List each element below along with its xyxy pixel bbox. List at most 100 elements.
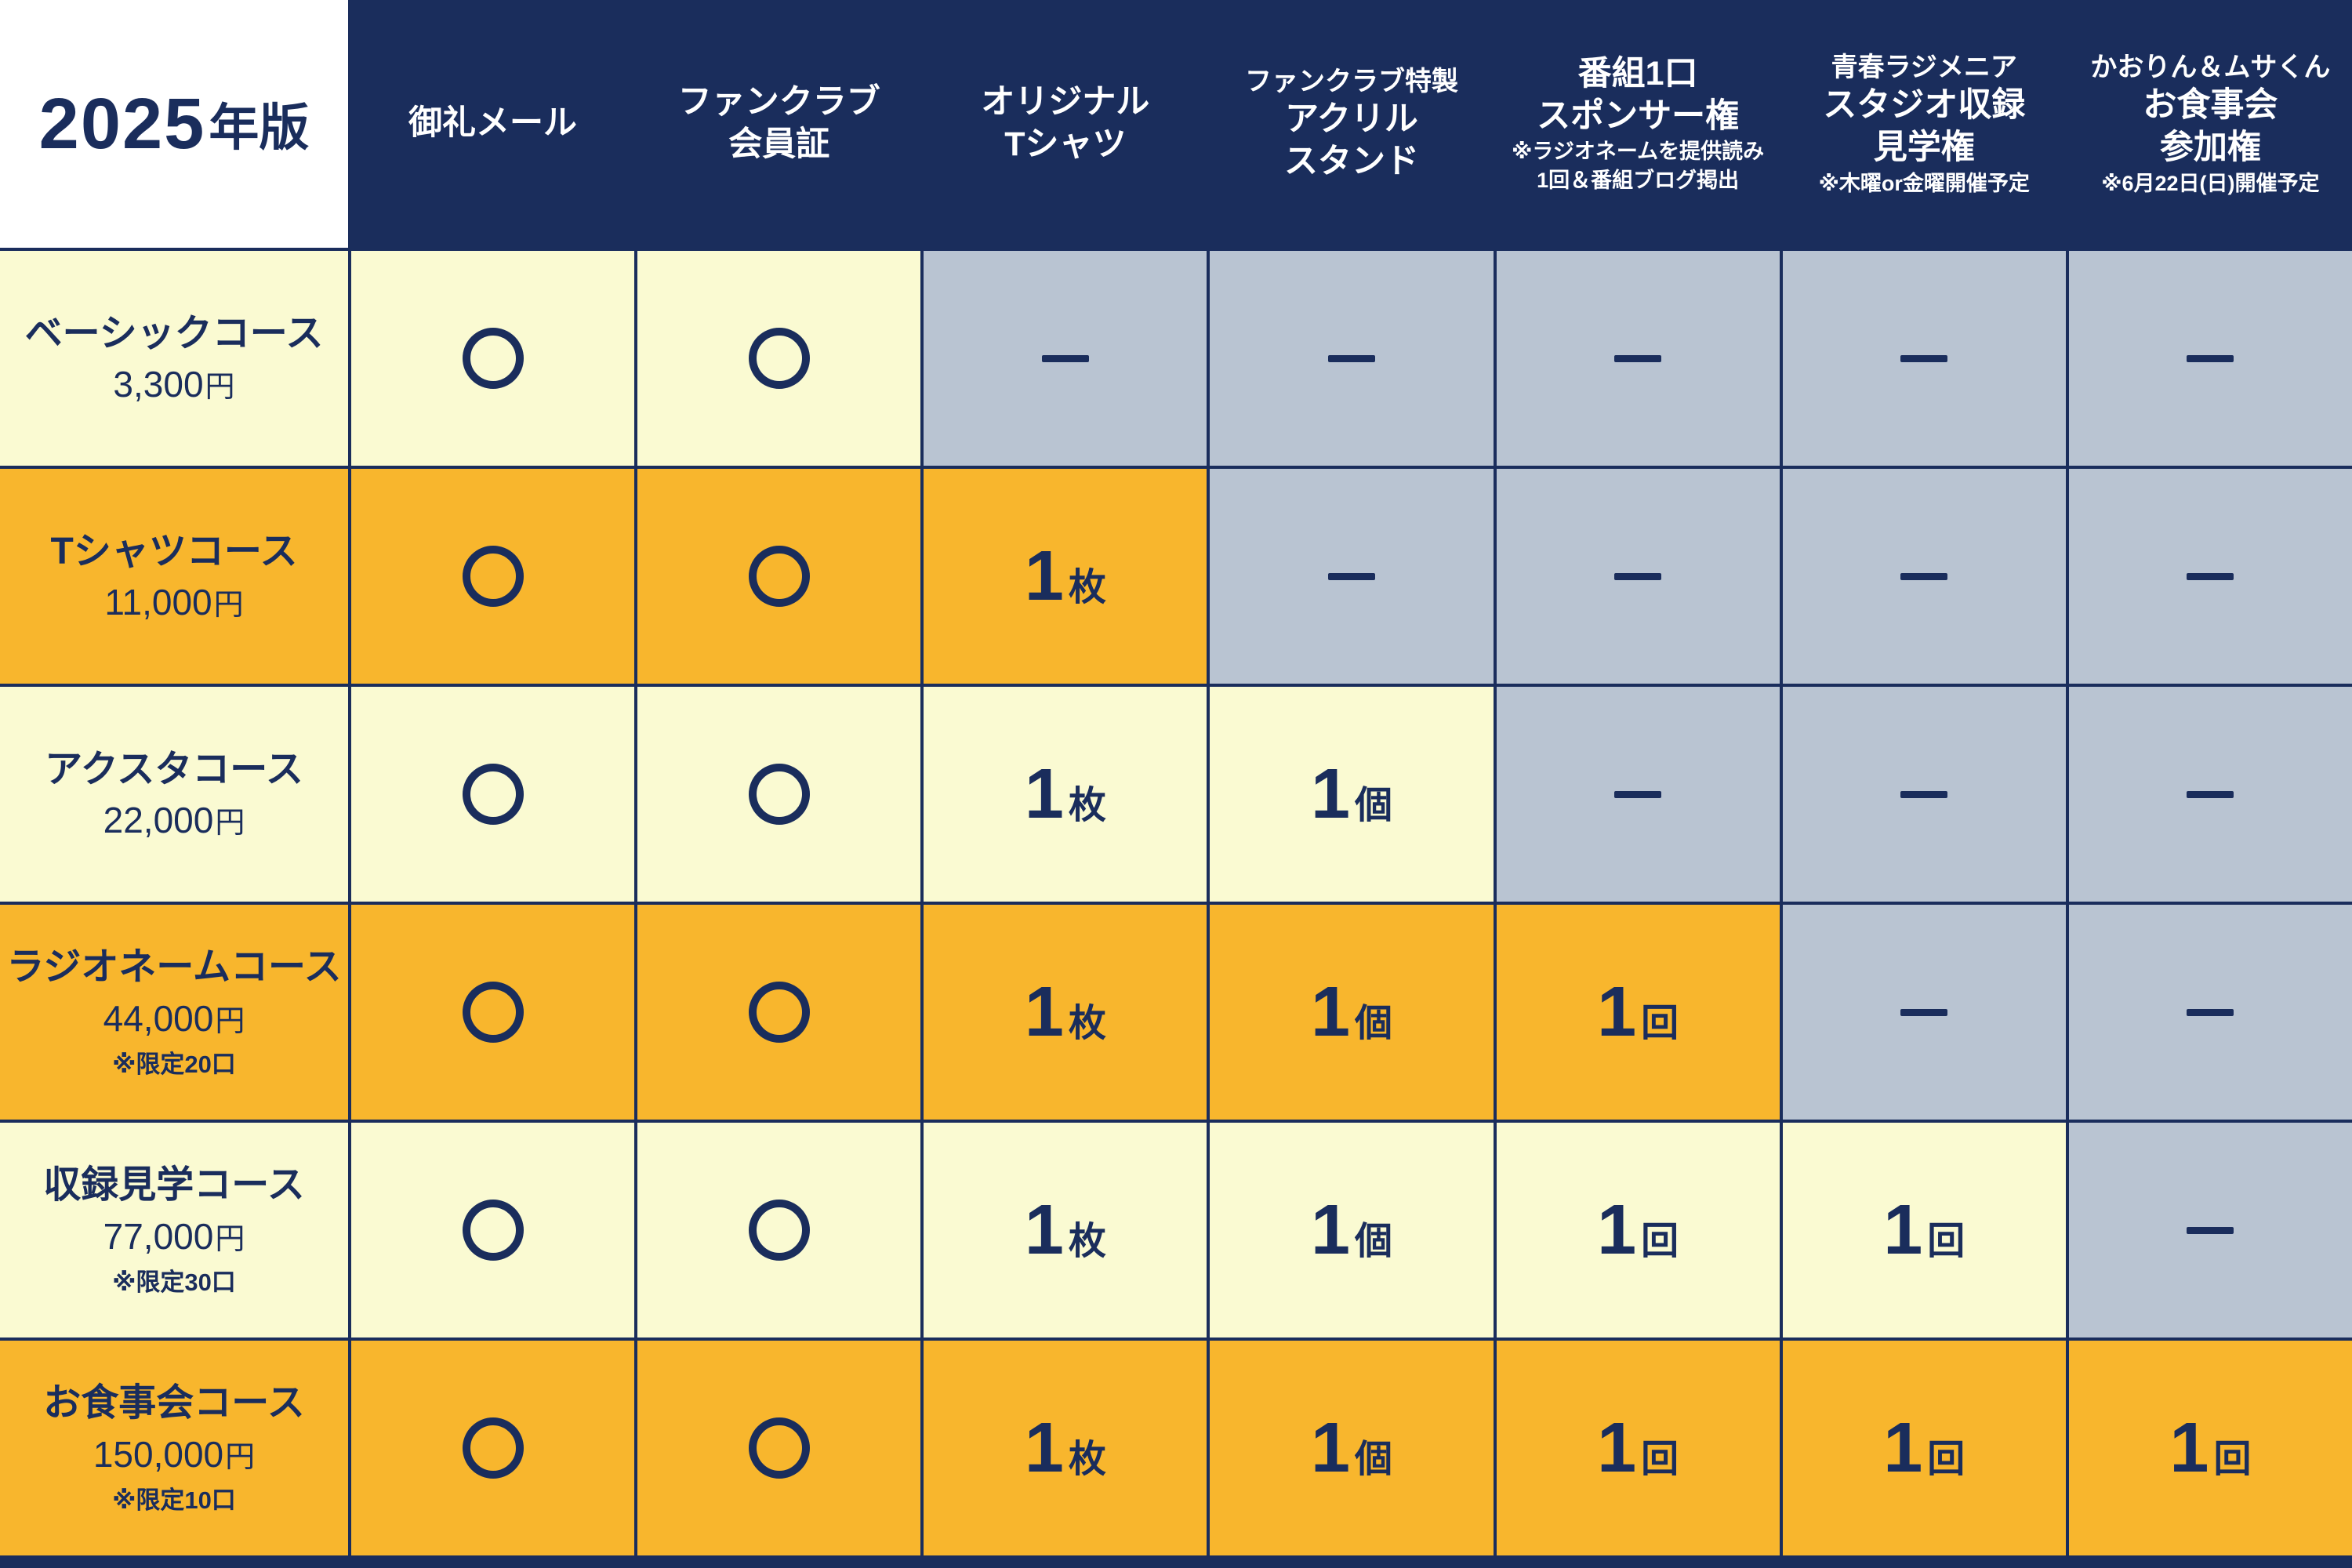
column-header-small-label: かおりん＆ムサくん <box>2090 52 2331 82</box>
count-unit: 回 <box>1641 1439 1679 1480</box>
course-limit: ※限定20口 <box>112 1050 236 1078</box>
benefit-cell <box>351 251 635 466</box>
column-header-label: ファンクラブ <box>677 83 880 122</box>
course-name: お食事会コース <box>43 1382 305 1425</box>
benefit-cell <box>1496 687 1780 902</box>
row-label-studio-visit: 収録見学コース 77,000 円 ※限定30口 <box>0 1123 348 1338</box>
dash-mark <box>1900 572 1948 580</box>
dash-mark <box>1041 354 1089 362</box>
row-label-dinner-party: お食事会コース 150,000 円 ※限定10口 <box>0 1341 348 1555</box>
benefit-cell <box>637 687 921 902</box>
column-header-label: 見学権 <box>1873 128 1975 166</box>
benefit-cell <box>2068 687 2352 902</box>
benefit-cell <box>2068 1123 2352 1338</box>
benefit-cell <box>637 1341 921 1555</box>
column-header-label: お食事会 <box>2143 86 2278 125</box>
benefit-cell <box>351 1123 635 1338</box>
circle-mark <box>748 1417 810 1479</box>
dash-mark <box>1900 354 1948 362</box>
year-suffix: 年版 <box>209 100 310 156</box>
price-value: 22,000 <box>103 800 214 841</box>
benefit-cell <box>637 905 921 1120</box>
count-unit: 個 <box>1355 1003 1393 1044</box>
count-unit: 回 <box>1641 1003 1679 1044</box>
column-header-small-label: 青春ラジメニア <box>1831 52 2017 82</box>
course-name: アクスタコース <box>45 748 303 790</box>
benefit-cell <box>1496 469 1780 684</box>
column-header-small-label: ファンクラブ特製 <box>1244 67 1458 97</box>
course-limit: ※限定10口 <box>112 1486 236 1514</box>
column-header-dinner-party: かおりん＆ムサくん お食事会 参加権 ※6月22日(日)開催予定 <box>2068 0 2352 248</box>
column-header-note: ※ラジオネームを提供読み <box>1512 140 1765 164</box>
count-number: 1 <box>1310 755 1351 833</box>
course-price: 22,000 円 <box>103 798 245 841</box>
benefit-cell <box>637 1123 921 1338</box>
circle-mark <box>748 982 810 1043</box>
count-number: 1 <box>1597 1191 1637 1269</box>
course-limit: ※限定30口 <box>112 1268 236 1296</box>
column-header-sponsor-right: 番組1口 スポンサー権 ※ラジオネームを提供読み 1回＆番組ブログ掲出 <box>1496 0 1780 248</box>
course-name: ベーシックコース <box>24 312 324 354</box>
benefit-cell <box>351 1341 635 1555</box>
row-label-acrylic-stand: アクスタコース 22,000 円 <box>0 687 348 902</box>
circle-mark <box>462 764 524 825</box>
circle-mark <box>462 1417 524 1479</box>
course-price: 150,000 円 <box>93 1432 255 1475</box>
column-header-note: ※6月22日(日)開催予定 <box>2101 171 2320 195</box>
benefit-cell <box>1210 251 1494 466</box>
count-unit: 個 <box>1355 1221 1393 1262</box>
benefit-cell <box>2068 905 2352 1120</box>
count-number: 1 <box>1310 973 1351 1051</box>
dash-mark <box>2187 1226 2234 1234</box>
count-number: 1 <box>1597 1409 1637 1487</box>
dash-mark <box>1614 354 1662 362</box>
benefit-cell <box>2068 251 2352 466</box>
price-unit: 円 <box>213 589 244 622</box>
price-unit: 円 <box>215 1222 245 1256</box>
price-unit: 円 <box>215 1004 245 1038</box>
count-number: 1 <box>2169 1409 2209 1487</box>
price-value: 44,000 <box>103 997 214 1039</box>
column-header-thanks-mail: 御礼メール <box>351 0 635 248</box>
column-header-label: 御礼メール <box>408 104 578 143</box>
dash-mark <box>1614 572 1662 580</box>
column-header-label: スポンサー権 <box>1537 96 1740 135</box>
count-unit: 枚 <box>1068 1003 1106 1044</box>
count-unit: 枚 <box>1068 567 1106 608</box>
count-unit: 回 <box>1927 1439 1965 1480</box>
course-name: ラジオネームコース <box>6 946 342 989</box>
dash-mark <box>2187 790 2234 798</box>
count-unit: 枚 <box>1068 785 1106 826</box>
column-header-note: ※木曜or金曜開催予定 <box>1818 171 2030 195</box>
count-number: 1 <box>1310 1409 1351 1487</box>
dash-mark <box>1327 354 1375 362</box>
row-label-radio-name: ラジオネームコース 44,000 円 ※限定20口 <box>0 905 348 1120</box>
benefit-cell <box>1782 687 2066 902</box>
circle-mark <box>748 764 810 825</box>
count-unit: 個 <box>1355 1439 1393 1480</box>
price-value: 150,000 <box>93 1433 224 1475</box>
circle-mark <box>462 1200 524 1261</box>
count-unit: 回 <box>1641 1221 1679 1262</box>
benefit-cell <box>1496 251 1780 466</box>
course-price: 11,000 円 <box>104 580 243 623</box>
year-text: 2025 <box>38 83 206 164</box>
column-header-membership-card: ファンクラブ 会員証 <box>637 0 921 248</box>
course-name: Tシャツコース <box>50 530 298 572</box>
